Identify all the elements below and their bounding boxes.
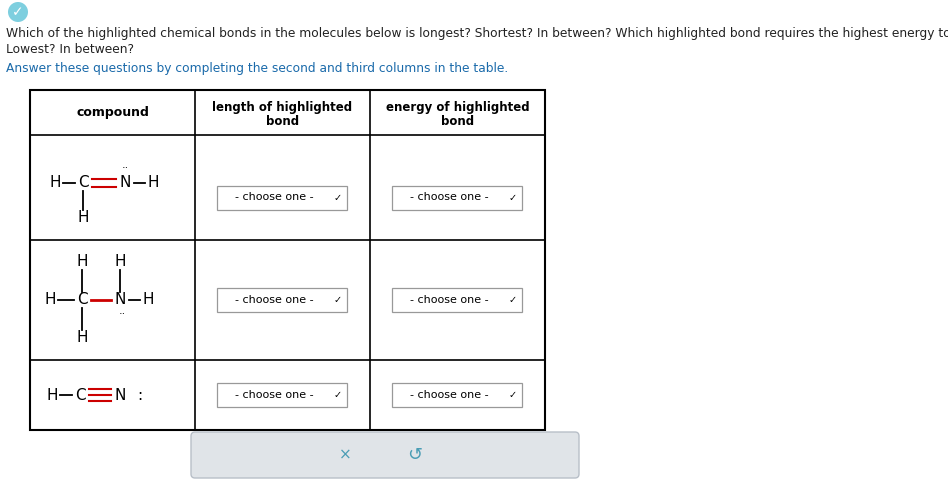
Text: ✓: ✓ [334, 295, 341, 305]
Text: H: H [147, 175, 158, 190]
Text: C: C [78, 175, 88, 190]
Text: :: : [137, 387, 142, 403]
Text: H: H [49, 175, 61, 190]
Text: Lowest? In between?: Lowest? In between? [6, 43, 134, 56]
Text: H: H [77, 210, 89, 225]
Text: H: H [142, 292, 154, 308]
Bar [392, 288, 522, 312]
Text: N: N [115, 292, 126, 308]
Text: N: N [119, 175, 131, 190]
Text: length of highlighted: length of highlighted [212, 101, 353, 114]
Text: ··: ·· [118, 309, 126, 319]
Text: Which of the highlighted chemical bonds in the molecules below is longest? Short: Which of the highlighted chemical bonds … [6, 27, 948, 40]
Text: bond: bond [266, 115, 299, 128]
Text: ✓: ✓ [508, 192, 517, 203]
Text: C: C [75, 387, 85, 403]
Bar [217, 383, 348, 407]
Text: compound: compound [76, 106, 149, 119]
Text: H: H [115, 254, 126, 269]
Bar [392, 185, 522, 209]
Bar [217, 288, 348, 312]
Text: - choose one -: - choose one - [235, 390, 314, 400]
Text: - choose one -: - choose one - [235, 295, 314, 305]
Text: ×: × [338, 447, 352, 463]
Text: - choose one -: - choose one - [410, 192, 489, 203]
Bar [217, 185, 348, 209]
Text: ✓: ✓ [334, 192, 341, 203]
Bar [30, 90, 545, 430]
Text: N: N [115, 387, 126, 403]
Text: bond: bond [441, 115, 474, 128]
Text: ✓: ✓ [508, 295, 517, 305]
Text: H: H [46, 387, 58, 403]
Text: - choose one -: - choose one - [235, 192, 314, 203]
Text: H: H [76, 254, 88, 269]
FancyBboxPatch shape [191, 432, 579, 478]
Text: Answer these questions by completing the second and third columns in the table.: Answer these questions by completing the… [6, 62, 508, 75]
Text: - choose one -: - choose one - [410, 295, 489, 305]
Text: ✓: ✓ [12, 5, 24, 19]
Text: ✓: ✓ [334, 390, 341, 400]
Text: C: C [77, 292, 87, 308]
Text: ✓: ✓ [508, 390, 517, 400]
Text: ··: ·· [121, 164, 129, 173]
Text: H: H [45, 292, 56, 308]
Bar [392, 383, 522, 407]
Text: H: H [76, 331, 88, 346]
Text: - choose one -: - choose one - [410, 390, 489, 400]
Circle shape [8, 2, 28, 22]
Text: energy of highlighted: energy of highlighted [386, 101, 529, 114]
Text: ↺: ↺ [408, 446, 423, 464]
